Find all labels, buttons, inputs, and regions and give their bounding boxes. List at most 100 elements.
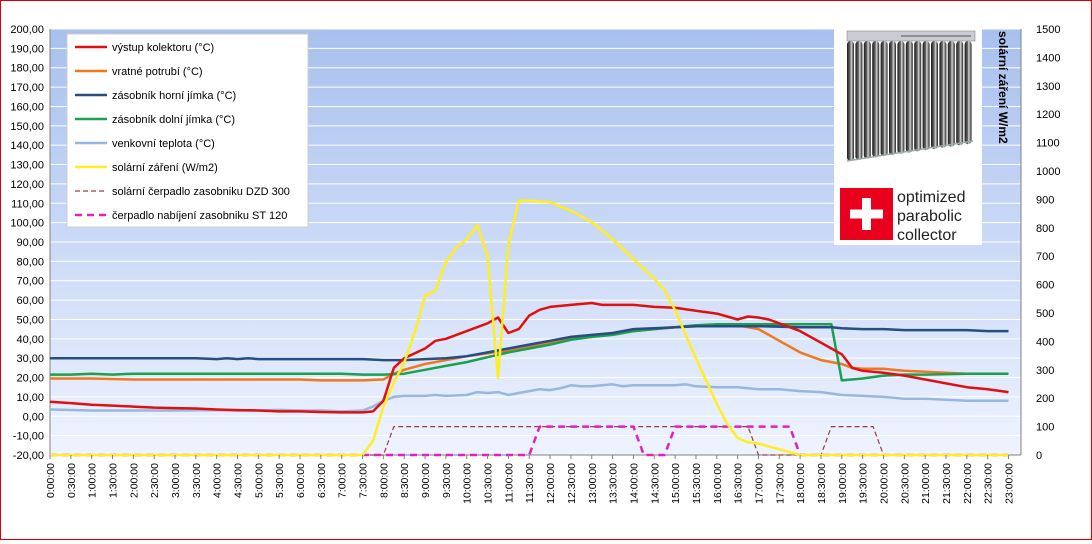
x-tick: 20:30:00 [899,463,911,504]
y-right-tick: 800 [1036,223,1054,235]
y-left-tick: 90,00 [16,237,44,249]
y-left-tick: 150,00 [10,121,44,133]
x-tick: 1:00:00 [87,463,99,498]
y-left-tick: 160,00 [10,101,44,113]
y-left-tick: 130,00 [10,160,44,172]
y-right-axis: 0 100 200 300 400 500 600 700 800 900 1000 1100 1200… [1036,24,1060,462]
y-left-tick: 110,00 [11,198,44,210]
y-left-tick: 190,00 [10,43,44,55]
x-tick: 0:00:00 [45,463,57,498]
y-left-axis: -20,00 -10,00 0,00 10,00 20,00 30,00 40,00 50,0… [10,24,44,462]
x-tick: 16:00:00 [712,463,724,504]
x-tick: 19:00:00 [837,463,849,504]
x-tick: 2:00:00 [128,463,140,498]
series-layer [49,199,1009,457]
x-tick: 8:00:00 [378,463,390,498]
legend-label: vratné potrubí (°C) [112,66,203,78]
y-right-tick: 1100 [1036,138,1060,150]
x-tick: 21:30:00 [941,463,953,504]
x-tick: 17:30:00 [774,463,786,504]
y-right-tick: 1200 [1036,109,1060,121]
x-tick: 23:00:00 [1003,463,1015,504]
x-tick: 13:00:00 [587,463,599,504]
x-tick: 8:30:00 [399,463,411,498]
legend-label: zásobník horní jímka (°C) [112,90,236,102]
y-right-tick: 700 [1036,251,1054,263]
y-left-tick: 70,00 [16,276,44,288]
y-right-tick: 1400 [1036,52,1060,64]
y-right-tick: 100 [1036,422,1054,434]
y-left-tick: 50,00 [16,314,44,326]
y-right-tick: 300 [1036,365,1054,377]
x-tick: 12:00:00 [545,463,557,504]
y-right-tick: 1500 [1036,24,1060,36]
y-right-tick: 1000 [1036,166,1060,178]
collector-logo: optimized parabolic collector [834,26,982,245]
y-right-tick: 400 [1036,336,1054,348]
x-tick: 9:00:00 [420,463,432,498]
x-tick: 11:00:00 [503,463,515,503]
logo-line-1: optimized [897,189,965,206]
x-tick: 14:30:00 [649,463,661,504]
y-right-tick: 1300 [1036,81,1060,93]
x-tick: 10:00:00 [462,463,474,504]
x-tick: 5:30:00 [274,463,286,498]
series-line-0 [49,301,1009,414]
x-tick: 12:30:00 [566,463,578,504]
legend-label: čerpadlo nabíjení zasobniku ST 120 [112,210,287,222]
y-right-tick: 600 [1036,280,1054,292]
x-tick: 2:30:00 [149,463,161,498]
legend: výstup kolektoru (°C) vratné potrubí (°C)… [66,33,309,228]
legend-label: venkovní teplota (°C) [112,138,215,150]
x-tick: 3:00:00 [170,463,182,498]
x-tick: 16:30:00 [733,463,745,504]
x-tick: 13:30:00 [608,463,620,504]
y-left-tick: 120,00 [10,179,44,191]
x-tick: 6:00:00 [295,463,307,498]
x-tick: 9:30:00 [441,463,453,498]
y-left-tick: 0,00 [23,411,44,423]
x-tick: 20:00:00 [878,463,890,504]
y-right-tick: 500 [1036,308,1054,320]
series-line-6 [50,426,1009,456]
x-tick: 18:00:00 [795,463,807,504]
collector-photo-icon [846,30,976,162]
x-tick: 14:00:00 [628,463,640,504]
legend-label: solární záření (W/m2) [112,162,218,174]
series-line-7 [50,425,1009,457]
logo-line-2: parabolic [897,208,962,225]
y-left-tick: 170,00 [10,82,44,94]
x-tick: 4:00:00 [212,463,224,498]
x-tick: 18:30:00 [816,463,828,504]
y-left-tick: 20,00 [16,373,44,385]
y-left-tick: 180,00 [10,63,44,75]
y-left-tick: 10,00 [16,392,44,404]
x-tick: 11:30:00 [524,463,536,503]
series-line-2 [50,324,1009,362]
x-tick: 3:30:00 [191,463,203,498]
y-left-tick: 100,00 [10,218,44,230]
y-left-tick: 140,00 [10,140,44,152]
legend-label: zásobník dolní jímka (°C) [112,114,235,126]
y-left-tick: -20,00 [13,450,44,462]
y-right-tick: 200 [1036,393,1054,405]
y2-axis-label: solární záření W/m2 [996,31,1010,144]
x-tick: 10:30:00 [483,463,495,504]
y-left-tick: 200,00 [10,24,44,36]
y-left-tick: 60,00 [16,295,44,307]
x-tick: 17:00:00 [753,463,765,504]
y-left-tick: 30,00 [16,353,44,365]
x-tick: 4:30:00 [233,463,245,498]
x-tick: 7:00:00 [337,463,349,498]
x-tick: 21:00:00 [920,463,932,504]
x-tick: 19:30:00 [858,463,870,504]
x-tick: 0:30:00 [66,463,78,498]
x-tick: 15:00:00 [670,463,682,504]
logo-line-3: collector [897,227,957,244]
y-left-tick: 40,00 [16,334,44,346]
x-tick: 5:00:00 [253,463,265,498]
x-tick: 7:30:00 [358,463,370,498]
y-right-tick: 0 [1036,450,1042,462]
